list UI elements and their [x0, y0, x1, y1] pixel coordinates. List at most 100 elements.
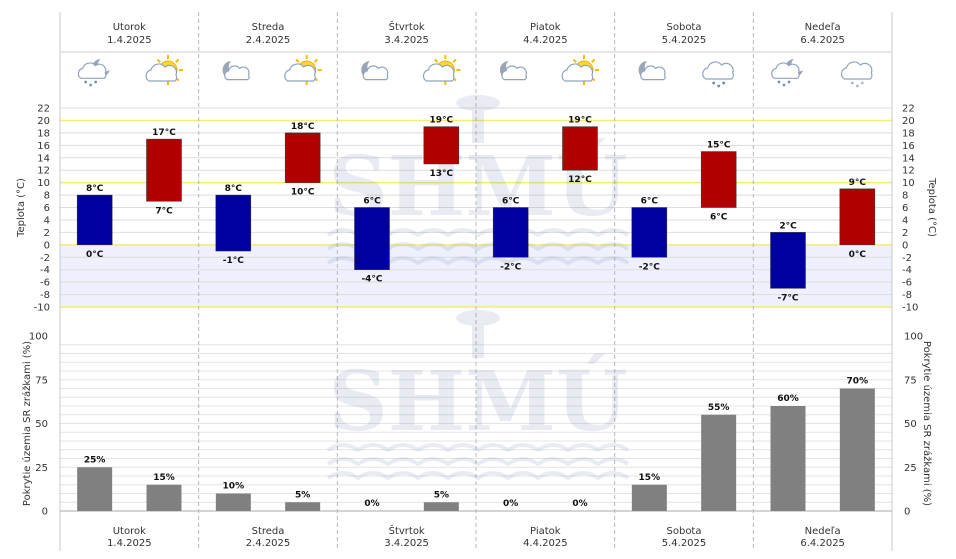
day-date: 1.4.2025 — [107, 35, 152, 46]
sun-ray — [572, 58, 577, 63]
temp-tick-left: 0 — [44, 240, 50, 251]
precip-dot — [89, 83, 93, 87]
temp-tick-left: -4 — [40, 265, 50, 276]
day-name: Štvrtok — [389, 20, 425, 33]
precip-tick-right: 0 — [904, 507, 910, 518]
sun-ray — [452, 58, 457, 63]
min-temp-bar — [770, 232, 806, 289]
precip-axis-label-left: Pokrytie územia SR zrážkami (%) — [21, 341, 33, 506]
precip-dot — [712, 81, 716, 85]
watermark-logo: SHMÚ — [326, 310, 630, 481]
temp-high-label: 2°C — [779, 221, 797, 231]
temp-tick-right: -2 — [902, 253, 912, 264]
watermark-vane — [456, 310, 500, 326]
max-temp-bar — [423, 126, 460, 165]
temp-tick-right: -6 — [902, 278, 912, 289]
temp-high-label: 17°C — [152, 128, 176, 138]
clear-night-cloud-icon — [499, 61, 527, 81]
precip-tick-right: 25 — [904, 463, 917, 474]
night-cloudy-rain-icon — [77, 59, 110, 87]
temp-bars: 8°C 0°C 17°C 7°C 8°C -1°C 18°C 10°C 6°C -4°C 19°C 1… — [76, 116, 876, 303]
watermark-text: SHMÚ — [329, 353, 628, 450]
day-name: Piatok — [530, 22, 561, 33]
precip-bars: 25% 15% 10% 5% 0% 5% 0% 0% 15% 55% 60% 70% — [77, 377, 875, 511]
temp-tick-left: 18 — [37, 128, 50, 139]
day-header-top: Piatok 4.4.2025 — [523, 22, 568, 46]
temp-low-label: -2°C — [500, 262, 521, 272]
precip-dot — [84, 80, 88, 84]
temp-tick-left: -10 — [34, 303, 50, 314]
temp-low-label: 12°C — [568, 175, 592, 185]
temp-high-label: 9°C — [849, 178, 867, 188]
precip-value-label: 5% — [295, 490, 310, 500]
temp-low-label: -7°C — [777, 293, 798, 303]
min-temp-bar — [492, 207, 529, 258]
precip-dot — [717, 84, 721, 88]
temp-tick-left: 4 — [44, 215, 50, 226]
temp-tick-left: 20 — [37, 116, 50, 127]
temp-tick-left: 14 — [37, 153, 50, 164]
temp-tick-right: -10 — [902, 303, 918, 314]
max-temp-bar — [284, 132, 321, 183]
temp-tick-left: -8 — [40, 290, 50, 301]
sun-behind-cloud-icon — [561, 55, 599, 85]
day-name: Sobota — [667, 22, 702, 33]
partly-cloudy-night-icon — [222, 61, 250, 81]
precip-dot — [94, 80, 98, 84]
precip-value-label: 0% — [572, 499, 587, 509]
partly-sunny-icon — [145, 55, 183, 85]
temp-tick-left: 12 — [37, 166, 50, 177]
temp-high-label: 8°C — [86, 184, 104, 194]
day-name: Utorok — [113, 22, 146, 33]
temp-low-label: 6°C — [710, 213, 728, 223]
temp-tick-right: -4 — [902, 265, 912, 276]
day-name: Štvrtok — [389, 524, 425, 537]
sun-ray — [156, 58, 161, 63]
max-temp-bar — [700, 151, 737, 208]
watermark-mast — [472, 318, 484, 358]
sun-ray — [591, 58, 596, 63]
precip-tick-left: 0 — [42, 507, 48, 518]
temp-high-label: 6°C — [641, 197, 659, 207]
temp-tick-left: -6 — [40, 278, 50, 289]
day-date: 3.4.2025 — [384, 35, 429, 46]
cloud-shape — [284, 63, 316, 82]
day-date: 2.4.2025 — [246, 35, 291, 46]
temp-tick-left: 6 — [44, 203, 50, 214]
partly-sunny-icon — [284, 55, 322, 85]
precip-bar — [423, 502, 459, 511]
precip-bar — [770, 406, 806, 511]
temp-tick-right: 10 — [902, 178, 915, 189]
precip-value-label: 70% — [847, 377, 869, 387]
temp-low-label: -4°C — [361, 275, 382, 285]
cloud-shape — [145, 63, 178, 82]
watermark-wave — [326, 443, 630, 453]
temp-tick-right: 2 — [902, 228, 908, 239]
sun-ray — [434, 58, 439, 63]
day-name: Streda — [252, 526, 285, 537]
temp-low-label: 10°C — [291, 188, 315, 198]
day-name: Piatok — [530, 526, 561, 537]
watermark-wave — [326, 457, 630, 467]
watermark-vane — [456, 95, 500, 111]
sun-ray — [295, 58, 300, 63]
temp-tick-right: 18 — [902, 128, 915, 139]
temp-low-label: 13°C — [430, 169, 454, 179]
temp-low-label: -2°C — [639, 262, 660, 272]
temp-axis-label-right: Teplota (°C) — [926, 177, 937, 237]
cloud-shape — [224, 65, 250, 81]
temp-high-label: 18°C — [291, 122, 315, 132]
sun-behind-cloud-icon — [422, 55, 461, 85]
precip-value-label: 0% — [364, 499, 379, 509]
day-header-top: Streda 2.4.2025 — [246, 22, 291, 46]
precip-bar — [215, 493, 251, 511]
cloudy-rain-icon — [702, 61, 734, 88]
day-header-top: Utorok 1.4.2025 — [107, 22, 152, 46]
temp-tick-right: 12 — [902, 166, 915, 177]
grid — [59, 12, 893, 551]
min-temp-bar — [215, 194, 252, 252]
